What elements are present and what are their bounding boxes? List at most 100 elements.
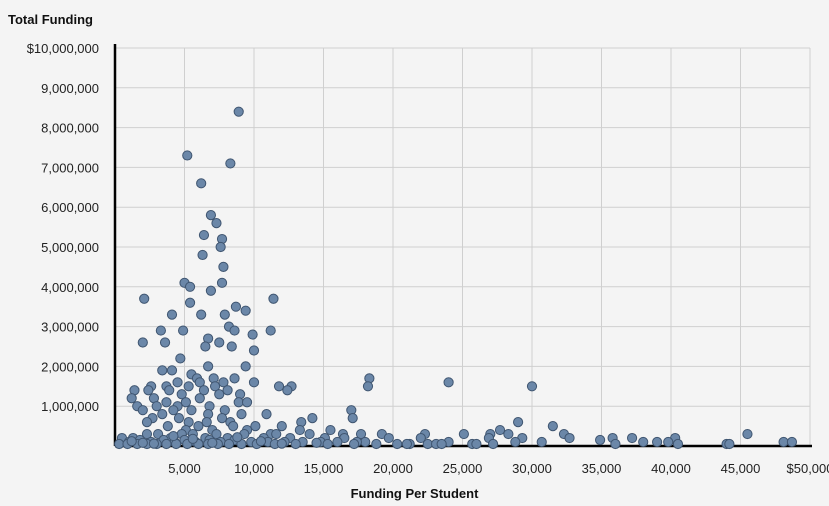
data-point — [197, 249, 208, 261]
data-point — [184, 281, 196, 292]
data-point — [180, 397, 191, 408]
y-tick-label: 6,000,000 — [41, 200, 99, 215]
data-point — [240, 361, 251, 372]
data-point — [250, 421, 261, 432]
data-point — [219, 309, 230, 320]
data-point — [564, 432, 575, 444]
data-point — [332, 436, 343, 448]
data-point — [626, 432, 638, 444]
data-point — [510, 436, 521, 448]
data-point — [161, 438, 172, 450]
data-point — [383, 432, 394, 444]
data-point — [126, 436, 137, 447]
data-point — [139, 293, 150, 304]
x-tick-label: 45,000 — [721, 461, 761, 476]
data-point — [222, 385, 233, 396]
data-point — [247, 329, 258, 340]
data-point — [248, 345, 260, 356]
data-point — [137, 337, 148, 348]
data-point — [724, 438, 735, 450]
data-point — [261, 409, 272, 420]
data-point — [526, 381, 538, 392]
data-point — [471, 438, 482, 450]
data-point — [233, 397, 244, 408]
data-point — [157, 409, 168, 420]
data-point — [513, 417, 524, 428]
data-point — [229, 325, 240, 336]
y-tick-label: $10,000,000 — [27, 41, 99, 56]
data-point — [347, 413, 358, 424]
data-point — [595, 434, 606, 446]
data-point — [201, 417, 212, 428]
y-tick-label: 3,000,000 — [41, 320, 99, 335]
data-point — [211, 218, 222, 229]
x-axis-title: Funding Per Student — [350, 486, 479, 501]
data-point — [443, 377, 454, 388]
data-point — [255, 436, 267, 447]
data-point — [143, 385, 154, 396]
data-point — [228, 421, 239, 432]
data-point — [248, 377, 260, 388]
data-point — [198, 229, 210, 241]
data-point — [216, 413, 228, 424]
data-point — [200, 341, 211, 352]
data-point — [536, 436, 547, 448]
data-point — [182, 150, 193, 161]
data-point — [176, 389, 187, 400]
data-point — [273, 381, 285, 392]
data-point — [265, 325, 276, 336]
data-point — [236, 409, 247, 420]
data-point — [162, 421, 173, 432]
x-tick-label: 5,000 — [168, 461, 201, 476]
data-point — [436, 438, 447, 450]
data-point — [168, 405, 179, 416]
data-point — [638, 436, 649, 448]
data-point — [209, 381, 221, 392]
data-point — [282, 385, 293, 396]
data-point — [157, 365, 168, 376]
data-point — [141, 417, 153, 428]
data-point — [415, 432, 426, 444]
data-point — [137, 437, 148, 448]
data-point — [786, 436, 798, 448]
data-point — [194, 377, 205, 388]
data-point — [175, 353, 186, 364]
data-point — [137, 405, 148, 416]
data-point — [322, 438, 333, 450]
x-tick-label: 25,000 — [443, 461, 483, 476]
data-point — [155, 325, 166, 336]
data-point — [268, 293, 279, 304]
y-axis-title: Total Funding — [8, 12, 93, 27]
data-point — [186, 405, 197, 416]
y-tick-label: 5,000,000 — [41, 240, 99, 255]
data-point — [362, 381, 374, 392]
data-point — [271, 428, 282, 440]
data-point — [216, 277, 228, 288]
data-point — [229, 373, 240, 384]
data-point — [126, 393, 137, 404]
x-tick-label: 40,000 — [651, 461, 691, 476]
data-point — [183, 381, 194, 392]
data-point — [196, 309, 207, 320]
data-point — [164, 385, 175, 396]
data-point — [168, 430, 179, 442]
data-point — [276, 438, 287, 449]
data-point — [178, 325, 189, 336]
data-point — [214, 337, 225, 348]
data-point — [198, 385, 210, 396]
data-point — [218, 261, 229, 272]
data-point — [307, 413, 318, 424]
data-point — [371, 438, 382, 450]
data-point — [360, 436, 371, 448]
data-point — [194, 393, 205, 404]
data-point — [503, 428, 514, 440]
data-point — [610, 438, 621, 450]
data-point — [487, 438, 499, 450]
data-point — [392, 438, 403, 450]
data-point — [203, 361, 214, 372]
data-point — [276, 421, 287, 432]
data-point — [742, 428, 753, 440]
data-point — [325, 424, 336, 436]
data-point — [672, 438, 684, 450]
data-point — [226, 341, 237, 352]
